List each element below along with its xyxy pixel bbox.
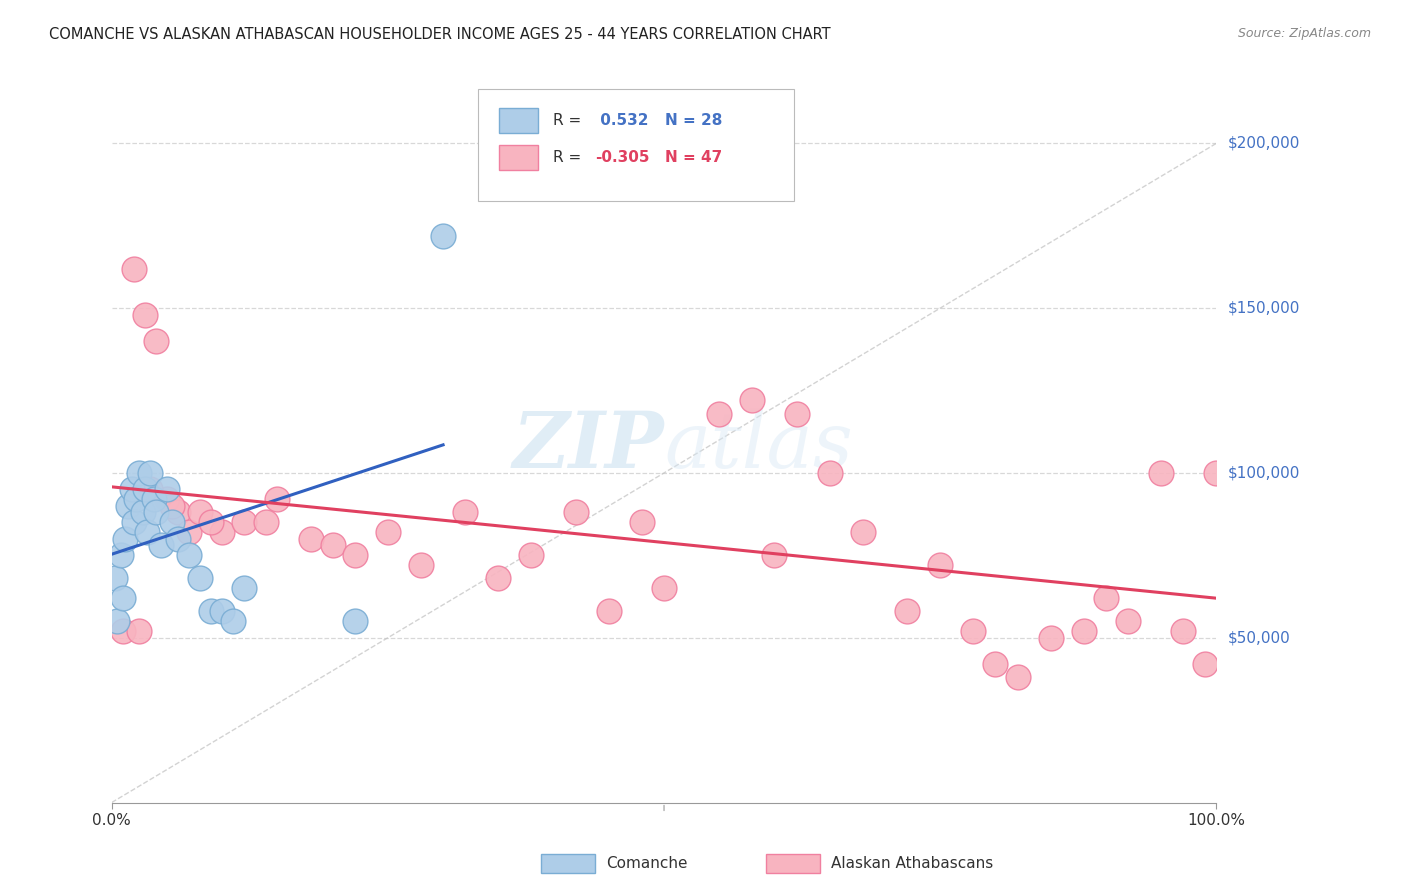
Text: N = 28: N = 28: [665, 113, 723, 128]
Point: [104, 571, 127, 585]
Text: -0.305: -0.305: [595, 151, 650, 165]
Point: [128, 624, 150, 639]
Text: $200,000: $200,000: [1227, 136, 1299, 151]
Point: [211, 525, 233, 540]
Point: [929, 558, 952, 573]
Point: [741, 393, 763, 408]
Point: [652, 582, 675, 596]
Point: [110, 549, 132, 563]
Text: R =: R =: [553, 151, 586, 165]
Text: 0.532: 0.532: [595, 113, 648, 128]
Text: $100,000: $100,000: [1227, 466, 1299, 481]
Text: Source: ZipAtlas.com: Source: ZipAtlas.com: [1237, 27, 1371, 40]
Point: [200, 516, 222, 530]
Point: [114, 532, 136, 546]
Point: [200, 604, 222, 618]
Point: [150, 538, 173, 552]
Point: [111, 624, 134, 639]
Point: [1150, 466, 1173, 480]
Text: $150,000: $150,000: [1227, 301, 1299, 316]
Point: [763, 549, 786, 563]
Text: Comanche: Comanche: [606, 856, 688, 871]
Point: [121, 483, 143, 497]
Point: [167, 506, 190, 520]
Point: [1039, 631, 1062, 645]
Text: N = 47: N = 47: [665, 151, 723, 165]
Text: COMANCHE VS ALASKAN ATHABASCAN HOUSEHOLDER INCOME AGES 25 - 44 YEARS CORRELATION: COMANCHE VS ALASKAN ATHABASCAN HOUSEHOLD…: [49, 27, 831, 42]
Point: [162, 516, 184, 530]
Point: [111, 591, 134, 606]
Point: [962, 624, 984, 639]
Point: [1173, 624, 1195, 639]
Point: [177, 549, 200, 563]
Point: [409, 558, 432, 573]
Text: $50,000: $50,000: [1227, 631, 1291, 645]
Text: ZIP: ZIP: [512, 409, 664, 485]
Point: [377, 525, 399, 540]
Point: [520, 549, 543, 563]
Point: [1007, 670, 1029, 684]
Point: [131, 506, 153, 520]
Point: [984, 657, 1007, 672]
Point: [896, 604, 918, 618]
Point: [709, 407, 731, 421]
Point: [852, 525, 875, 540]
Point: [117, 499, 139, 513]
Point: [564, 506, 586, 520]
Point: [162, 499, 184, 513]
Point: [139, 466, 162, 480]
Point: [177, 525, 200, 540]
Point: [786, 407, 808, 421]
Point: [211, 604, 233, 618]
Point: [233, 516, 256, 530]
Point: [322, 538, 344, 552]
Point: [134, 483, 156, 497]
Point: [1116, 614, 1139, 628]
Text: R =: R =: [553, 113, 586, 128]
Point: [122, 261, 145, 276]
Point: [254, 516, 277, 530]
Point: [1205, 466, 1227, 480]
Point: [454, 506, 477, 520]
Point: [145, 506, 167, 520]
Point: [222, 614, 245, 628]
Point: [188, 571, 211, 585]
Point: [156, 483, 179, 497]
Point: [266, 492, 288, 507]
Point: [145, 334, 167, 348]
Point: [598, 604, 620, 618]
Point: [142, 492, 165, 507]
Point: [136, 525, 159, 540]
Point: [128, 466, 150, 480]
Point: [343, 549, 366, 563]
Point: [432, 228, 454, 243]
Point: [1073, 624, 1095, 639]
Text: Alaskan Athabascans: Alaskan Athabascans: [831, 856, 993, 871]
Point: [139, 483, 162, 497]
Point: [486, 571, 509, 585]
Point: [299, 532, 322, 546]
Point: [122, 516, 145, 530]
Text: atlas: atlas: [664, 409, 853, 484]
Point: [1095, 591, 1118, 606]
Point: [188, 506, 211, 520]
Point: [156, 492, 179, 507]
Point: [125, 492, 148, 507]
Point: [233, 582, 256, 596]
Point: [167, 532, 190, 546]
Point: [818, 466, 841, 480]
Point: [631, 516, 654, 530]
Point: [343, 614, 366, 628]
Point: [1194, 657, 1216, 672]
Point: [134, 308, 156, 322]
Point: [105, 614, 128, 628]
